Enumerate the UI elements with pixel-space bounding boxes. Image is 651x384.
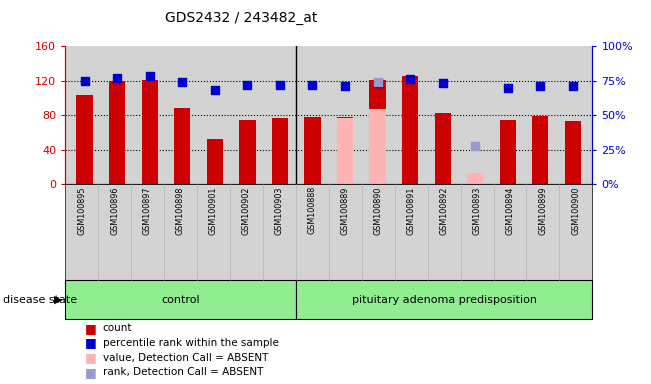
Point xyxy=(112,75,122,81)
Text: GSM100900: GSM100900 xyxy=(572,186,581,235)
Point xyxy=(535,83,546,89)
Point xyxy=(372,80,383,86)
Text: GSM100892: GSM100892 xyxy=(439,186,449,235)
Text: GSM100897: GSM100897 xyxy=(143,186,152,235)
Point xyxy=(340,83,350,89)
Text: GSM100903: GSM100903 xyxy=(275,186,284,235)
Bar xyxy=(272,118,288,184)
Text: GSM100893: GSM100893 xyxy=(473,186,482,235)
Bar xyxy=(304,117,320,184)
Point xyxy=(503,84,513,91)
Point xyxy=(470,142,480,149)
Text: disease state: disease state xyxy=(3,295,77,305)
Text: ■: ■ xyxy=(85,336,96,349)
Bar xyxy=(240,119,255,184)
Text: ■: ■ xyxy=(85,366,96,379)
Point xyxy=(568,83,578,89)
Bar xyxy=(564,121,581,184)
Text: ▶: ▶ xyxy=(54,295,62,305)
Bar xyxy=(142,80,158,184)
Bar xyxy=(337,118,353,184)
Text: GSM100899: GSM100899 xyxy=(538,186,547,235)
Point xyxy=(145,73,155,79)
Text: GSM100894: GSM100894 xyxy=(506,186,514,235)
Text: pituitary adenoma predisposition: pituitary adenoma predisposition xyxy=(352,295,536,305)
Text: rank, Detection Call = ABSENT: rank, Detection Call = ABSENT xyxy=(103,367,263,377)
Point xyxy=(307,82,318,88)
Bar xyxy=(174,108,190,184)
Point xyxy=(177,79,187,85)
Text: control: control xyxy=(161,295,200,305)
Point xyxy=(437,80,448,86)
Text: count: count xyxy=(103,323,132,333)
Text: GSM100896: GSM100896 xyxy=(110,186,119,235)
Text: value, Detection Call = ABSENT: value, Detection Call = ABSENT xyxy=(103,353,268,362)
Bar xyxy=(402,76,418,184)
Bar xyxy=(337,117,353,184)
Text: GSM100889: GSM100889 xyxy=(340,186,350,235)
Point xyxy=(275,82,285,88)
Text: GDS2432 / 243482_at: GDS2432 / 243482_at xyxy=(165,11,317,25)
Text: ■: ■ xyxy=(85,322,96,335)
Text: GSM100898: GSM100898 xyxy=(176,186,185,235)
Bar xyxy=(500,119,516,184)
Text: GSM100888: GSM100888 xyxy=(308,186,317,235)
Bar xyxy=(533,116,548,184)
Text: GSM100901: GSM100901 xyxy=(209,186,218,235)
Bar xyxy=(109,81,125,184)
Point xyxy=(210,87,220,93)
Text: ■: ■ xyxy=(85,351,96,364)
Text: GSM100891: GSM100891 xyxy=(407,186,415,235)
Bar xyxy=(370,80,385,184)
Point xyxy=(242,82,253,88)
Text: GSM100895: GSM100895 xyxy=(77,186,86,235)
Bar xyxy=(77,95,93,184)
Bar xyxy=(435,114,450,184)
Bar xyxy=(467,173,483,184)
Text: GSM100902: GSM100902 xyxy=(242,186,251,235)
Point xyxy=(405,76,415,82)
Text: percentile rank within the sample: percentile rank within the sample xyxy=(103,338,279,348)
Text: GSM100890: GSM100890 xyxy=(374,186,383,235)
Bar xyxy=(207,139,223,184)
Point xyxy=(79,78,90,84)
Point xyxy=(372,79,383,85)
Bar xyxy=(370,109,385,184)
